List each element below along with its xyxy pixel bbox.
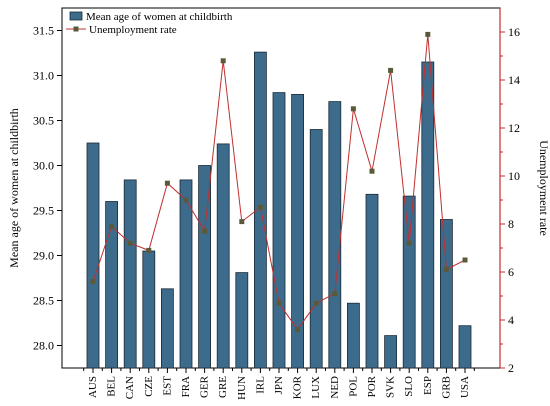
bar-aus [86,142,100,369]
unemployment-point-por [369,168,375,174]
x-tick-label-jpn: JPN [273,376,285,394]
bar-pol [346,302,360,369]
right-tick-label: 6 [508,265,514,279]
unemployment-point-irl [257,204,263,210]
bar-ned [328,101,342,369]
x-tick-label-aus: AUS [87,376,99,398]
x-tick-label-kor: KOR [292,375,304,399]
left-tick-label: 29.5 [33,204,54,218]
x-tick-label-svk: SVK [385,376,397,398]
left-tick-label: 31.0 [33,69,54,83]
left-tick-label: 28.5 [33,294,54,308]
unemployment-point-grb [443,267,449,273]
bar-gre [216,143,230,369]
bars-group [86,51,472,369]
unemployment-point-cze [146,247,152,253]
x-tick-label-gre: GRE [217,376,229,398]
bar-cze [142,250,156,369]
legend-label-bars: Mean age of women at childbirth [86,11,233,23]
x-tick-label-est: EST [161,376,173,396]
x-tick-label-cze: CZE [143,376,155,397]
unemployment-point-gre [220,58,226,64]
right-tick-label: 8 [508,217,514,231]
left-axis-title: Mean age of women at childbirth [7,108,21,268]
x-tick-label-por: POR [366,375,378,397]
bar-esp [421,61,435,369]
unemployment-point-slo [406,240,412,246]
bar-jpn [272,92,286,369]
unemployment-point-fra [183,197,189,203]
x-tick-label-lux: LUX [310,376,322,399]
right-axis: 2 4 6 8 10 12 14 16 Unemployment rate [499,8,550,375]
bar-kor [291,94,305,369]
unemployment-point-ger [202,228,208,234]
bar-hun [235,272,249,369]
unemployment-point-hun [239,219,245,225]
right-tick-label: 14 [508,73,520,87]
bar-slo [402,195,416,369]
unemployment-point-est [164,180,170,186]
bar-por [365,193,379,369]
left-axis: 28.0 28.5 29.0 29.5 30.0 30.5 31.0 31.5 Mean age… [7,24,62,353]
right-tick-label: 10 [508,169,520,183]
unemployment-point-bel [109,223,115,229]
bar-est [160,288,174,369]
x-axis: AUS BEL CAN CZE EST FRA GER GRE HUN IRL JPN KOR LUX N… [83,368,475,400]
left-tick-label: 30.5 [33,114,54,128]
x-tick-label-hun: HUN [236,376,248,400]
bar-can [123,179,137,369]
right-tick-label: 2 [508,361,514,375]
right-axis-title: Unemployment rate [537,140,550,236]
x-tick-label-esp: ESP [422,376,434,395]
left-tick-label: 31.5 [33,24,54,38]
left-tick-label: 30.0 [33,159,54,173]
unemployment-point-ned [332,291,338,297]
unemployment-point-aus [90,279,96,285]
x-tick-label-can: CAN [124,376,136,399]
left-tick-label: 28.0 [33,339,54,353]
left-tick-label: 29.0 [33,249,54,263]
unemployment-point-jpn [276,300,282,306]
legend-label-line: Unemployment rate [89,24,177,36]
right-tick-label: 12 [508,121,520,135]
x-tick-label-irl: IRL [254,376,266,394]
x-tick-label-ger: GER [199,375,211,398]
legend-swatch-bars [69,11,83,21]
unemployment-point-lux [313,300,319,306]
x-tick-label-fra: FRA [180,376,192,397]
x-tick-label-grb: GRB [440,376,452,399]
x-tick-label-pol: POL [347,376,359,397]
legend: Mean age of women at childbirthUnemploym… [66,11,233,36]
bar-svk [384,335,398,369]
right-tick-label: 4 [508,313,514,327]
right-tick-label: 16 [508,25,520,39]
x-tick-label-bel: BEL [106,376,118,397]
unemployment-point-usa [462,257,468,263]
bar-usa [458,325,472,369]
x-tick-label-slo: SLO [403,376,415,397]
bar-lux [309,129,323,369]
legend-swatch-marker [73,26,79,32]
unemployment-point-esp [425,31,431,37]
unemployment-point-kor [295,327,301,333]
unemployment-point-svk [388,67,394,73]
bar-fra [179,179,193,369]
unemployment-point-can [127,240,133,246]
bar-grb [439,219,453,369]
x-tick-label-usa: USA [459,376,471,398]
unemployment-point-pol [350,106,356,112]
x-tick-label-ned: NED [329,376,341,399]
line-layer [90,31,468,333]
